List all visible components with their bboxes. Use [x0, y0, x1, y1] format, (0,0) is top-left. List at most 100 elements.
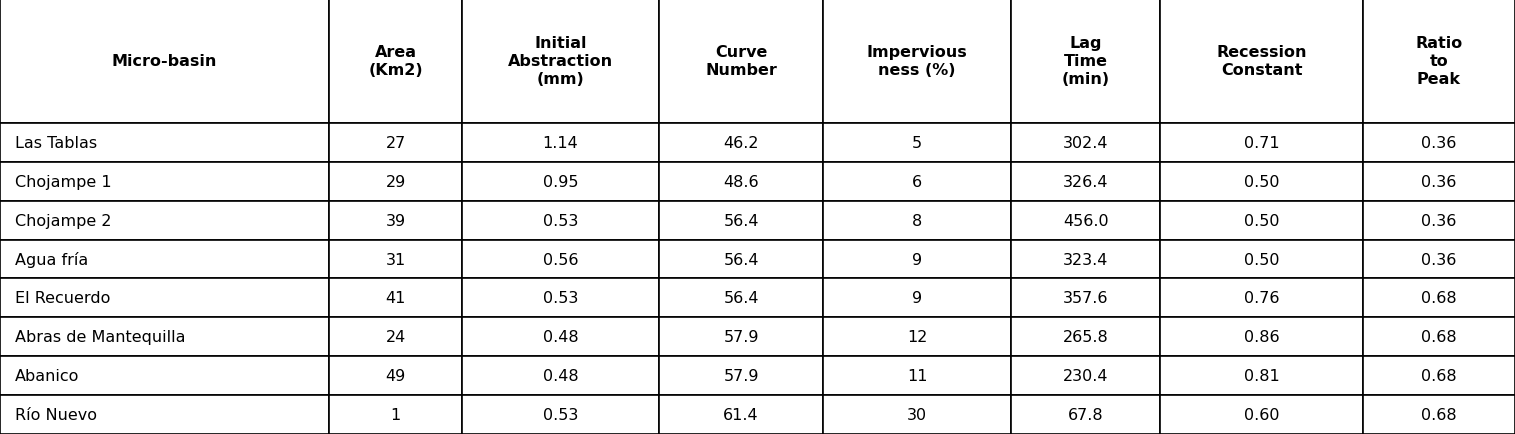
Bar [659, 201, 823, 240]
Text: Río Nuevo: Río Nuevo [15, 407, 97, 422]
Bar [1364, 0, 1515, 124]
Bar [659, 356, 823, 395]
Bar [329, 0, 462, 124]
Text: 0.76: 0.76 [1244, 291, 1279, 306]
Bar [0, 124, 329, 162]
Text: 0.68: 0.68 [1421, 291, 1457, 306]
Text: 265.8: 265.8 [1062, 329, 1109, 345]
Text: Chojampe 1: Chojampe 1 [15, 174, 112, 189]
Bar [462, 201, 659, 240]
Text: 27: 27 [386, 135, 406, 151]
Bar [462, 124, 659, 162]
Bar [462, 318, 659, 356]
Text: 0.50: 0.50 [1244, 174, 1279, 189]
Bar [659, 124, 823, 162]
Text: 24: 24 [386, 329, 406, 345]
Text: 0.53: 0.53 [542, 291, 579, 306]
Bar [659, 162, 823, 201]
Text: 5: 5 [912, 135, 923, 151]
Text: Abras de Mantequilla: Abras de Mantequilla [15, 329, 186, 345]
Bar [0, 240, 329, 279]
Bar [1160, 240, 1364, 279]
Bar [1011, 124, 1160, 162]
Bar [329, 162, 462, 201]
Text: 302.4: 302.4 [1064, 135, 1109, 151]
Bar [0, 318, 329, 356]
Bar [462, 395, 659, 434]
Text: 0.48: 0.48 [542, 329, 579, 345]
Text: 1: 1 [391, 407, 401, 422]
Bar [659, 395, 823, 434]
Bar [329, 124, 462, 162]
Text: Initial
Abstraction
(mm): Initial Abstraction (mm) [508, 36, 614, 87]
Text: Impervious
ness (%): Impervious ness (%) [867, 46, 968, 78]
Text: 30: 30 [907, 407, 927, 422]
Bar [329, 318, 462, 356]
Bar [1160, 201, 1364, 240]
Bar [462, 0, 659, 124]
Text: 1.14: 1.14 [542, 135, 579, 151]
Text: 29: 29 [386, 174, 406, 189]
Text: Lag
Time
(min): Lag Time (min) [1062, 36, 1109, 87]
Text: 41: 41 [386, 291, 406, 306]
Text: 0.68: 0.68 [1421, 407, 1457, 422]
Text: 0.48: 0.48 [542, 368, 579, 383]
Text: 0.36: 0.36 [1421, 135, 1457, 151]
Bar [823, 162, 1011, 201]
Bar [329, 356, 462, 395]
Bar [659, 240, 823, 279]
Bar [659, 0, 823, 124]
Text: 61.4: 61.4 [723, 407, 759, 422]
Text: 9: 9 [912, 252, 923, 267]
Bar [823, 0, 1011, 124]
Text: 326.4: 326.4 [1064, 174, 1109, 189]
Bar [329, 395, 462, 434]
Bar [462, 356, 659, 395]
Text: 230.4: 230.4 [1064, 368, 1109, 383]
Text: 57.9: 57.9 [723, 368, 759, 383]
Bar [823, 395, 1011, 434]
Bar [1011, 395, 1160, 434]
Text: Las Tablas: Las Tablas [15, 135, 97, 151]
Bar [823, 124, 1011, 162]
Bar [0, 279, 329, 318]
Bar [823, 279, 1011, 318]
Text: Agua fría: Agua fría [15, 251, 88, 267]
Bar [823, 356, 1011, 395]
Text: 0.86: 0.86 [1244, 329, 1280, 345]
Text: 0.50: 0.50 [1244, 213, 1279, 228]
Bar [329, 279, 462, 318]
Text: 0.81: 0.81 [1244, 368, 1280, 383]
Text: 48.6: 48.6 [723, 174, 759, 189]
Bar [1160, 279, 1364, 318]
Bar [1011, 356, 1160, 395]
Text: 0.56: 0.56 [542, 252, 579, 267]
Text: Micro-basin: Micro-basin [112, 54, 217, 69]
Bar [1011, 240, 1160, 279]
Bar [1160, 318, 1364, 356]
Bar [1364, 279, 1515, 318]
Text: 0.53: 0.53 [542, 213, 579, 228]
Bar [462, 279, 659, 318]
Text: 6: 6 [912, 174, 923, 189]
Bar [329, 201, 462, 240]
Bar [823, 318, 1011, 356]
Bar [1160, 395, 1364, 434]
Bar [1364, 318, 1515, 356]
Text: 357.6: 357.6 [1064, 291, 1109, 306]
Bar [1364, 395, 1515, 434]
Bar [0, 395, 329, 434]
Bar [1011, 201, 1160, 240]
Text: Ratio
to
Peak: Ratio to Peak [1415, 36, 1462, 87]
Text: 46.2: 46.2 [723, 135, 759, 151]
Text: 0.36: 0.36 [1421, 252, 1457, 267]
Bar [462, 240, 659, 279]
Bar [823, 201, 1011, 240]
Bar [0, 162, 329, 201]
Text: 57.9: 57.9 [723, 329, 759, 345]
Text: Chojampe 2: Chojampe 2 [15, 213, 112, 228]
Text: 56.4: 56.4 [723, 213, 759, 228]
Text: 67.8: 67.8 [1068, 407, 1103, 422]
Text: Recession
Constant: Recession Constant [1217, 46, 1307, 78]
Bar [1011, 279, 1160, 318]
